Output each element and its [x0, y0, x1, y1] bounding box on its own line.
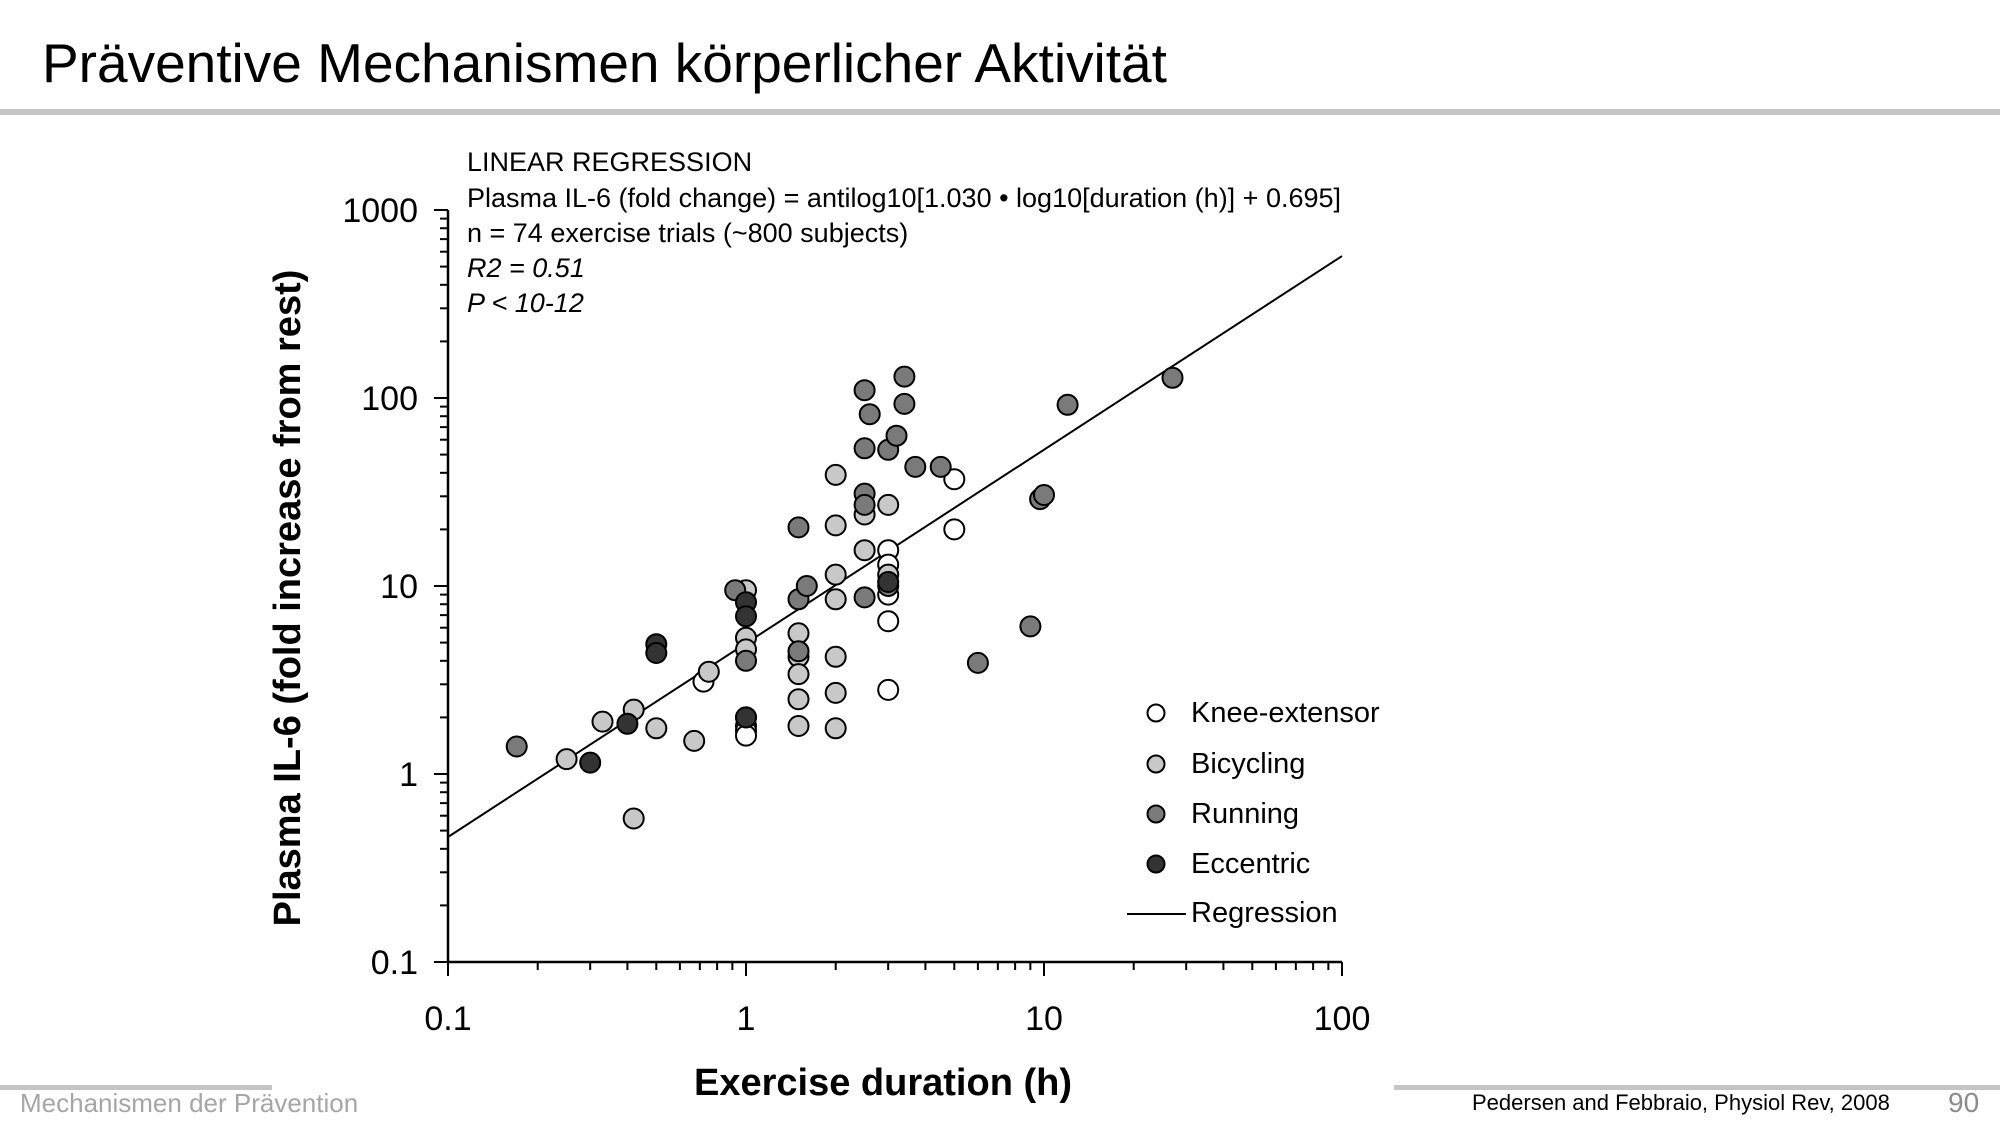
data-point-bicycling [824, 463, 847, 486]
page-number: 90 [1948, 1087, 1980, 1118]
x-axis-label: Exercise duration (h) [694, 1062, 1072, 1104]
data-point-running [893, 365, 916, 388]
data-point-bicycling [645, 717, 668, 740]
y-tick-label: 1 [399, 756, 418, 794]
footer-divider-right [1394, 1085, 2000, 1090]
annotation-n: n = 74 exercise trials (~800 subjects) [467, 218, 908, 248]
legend-marker-knee-extensor [1146, 703, 1166, 723]
slide-title: Präventive Mechanismen körperlicher Akti… [42, 32, 1167, 94]
data-point-running [795, 575, 818, 597]
data-point-running [853, 586, 876, 609]
legend-marker-bicycling [1146, 754, 1166, 774]
legend-label-bicycling: Bicycling [1191, 748, 1305, 780]
data-point-running [787, 640, 810, 663]
title-divider [0, 109, 2000, 115]
data-point-eccentric [877, 571, 900, 593]
annotation-p: P < 10-12 [467, 288, 584, 318]
annotation-heading: LINEAR REGRESSION [467, 147, 752, 177]
regression-annotation: LINEAR REGRESSION Plasma IL-6 (fold chan… [467, 147, 1341, 318]
footer-citation: Pedersen and Febbraio, Physiol Rev, 2008 [1472, 1090, 1890, 1115]
data-point-bicycling [555, 748, 578, 771]
footer-divider-left [0, 1085, 272, 1090]
legend-label-eccentric: Eccentric [1191, 848, 1310, 880]
annotation-r2: R2 = 0.51 [467, 253, 585, 283]
data-point-bicycling [824, 645, 847, 668]
y-tick-label: 0.1 [371, 944, 418, 982]
x-tick-label: 0.1 [424, 1000, 471, 1038]
data-point-eccentric [616, 712, 639, 735]
data-point-running [1161, 366, 1184, 389]
legend-marker-running [1146, 804, 1166, 824]
annotation-equation: Plasma IL-6 (fold change) = antilog10[1.… [467, 183, 1341, 213]
data-point-bicycling [622, 807, 645, 830]
data-point-running [904, 455, 927, 478]
data-points [505, 365, 1184, 830]
data-point-eccentric [579, 751, 602, 774]
data-point-running [1033, 484, 1055, 506]
x-tick-label: 100 [1314, 1000, 1371, 1038]
data-point-bicycling [683, 729, 706, 752]
x-tick-label: 10 [1025, 1000, 1063, 1038]
data-point-running [893, 392, 916, 415]
data-point-running [929, 455, 952, 478]
data-point-bicycling [787, 688, 810, 711]
data-point-running [853, 379, 876, 402]
data-point-knee-extensor [943, 518, 966, 541]
tick-labels: 0.1 1 10 100 0.1 1 10 100 1000 [342, 192, 1370, 1038]
data-point-running [1056, 393, 1079, 416]
data-point-bicycling [591, 710, 614, 733]
data-point-bicycling [787, 715, 810, 737]
axis-ticks [434, 209, 1343, 976]
footer-section-label: Mechanismen der Prävention [20, 1088, 359, 1118]
y-axis-label: Plasma IL-6 (fold increase from rest) [267, 270, 309, 927]
data-point-bicycling [824, 717, 847, 740]
data-point-running [853, 437, 876, 460]
data-point-eccentric [645, 642, 668, 664]
data-point-running [858, 403, 881, 426]
data-point-running [1019, 615, 1042, 638]
legend-label-regression: Regression [1191, 897, 1338, 929]
data-point-eccentric [735, 605, 757, 628]
y-tick-label: 1000 [342, 192, 418, 230]
data-point-bicycling [787, 663, 810, 686]
data-point-eccentric [735, 706, 757, 729]
data-point-knee-extensor [877, 678, 900, 701]
y-tick-label: 10 [380, 568, 418, 606]
data-point-running [787, 516, 810, 539]
y-tick-label: 100 [361, 380, 418, 418]
data-point-running [966, 651, 989, 674]
data-point-bicycling [824, 681, 847, 704]
data-point-knee-extensor [943, 468, 966, 491]
x-tick-label: 1 [737, 1000, 756, 1038]
data-point-bicycling [824, 514, 847, 537]
data-point-bicycling [824, 588, 847, 611]
data-point-running [735, 649, 757, 672]
legend: Knee-extensor Bicycling Running Eccentri… [1127, 697, 1380, 929]
data-point-running [505, 735, 528, 758]
data-point-bicycling [853, 539, 876, 562]
data-point-bicycling [697, 660, 720, 683]
data-point-knee-extensor [735, 724, 757, 747]
data-point-bicycling [877, 493, 900, 516]
data-point-knee-extensor [877, 610, 900, 633]
data-point-bicycling [824, 563, 847, 586]
data-point-running [885, 424, 908, 447]
legend-marker-eccentric [1146, 854, 1166, 874]
legend-label-running: Running [1191, 798, 1299, 830]
legend-label-knee-extensor: Knee-extensor [1191, 697, 1380, 729]
data-point-running [853, 493, 876, 516]
